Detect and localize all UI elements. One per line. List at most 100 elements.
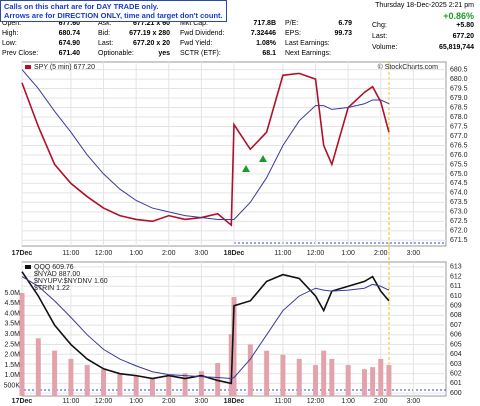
y2-tick-label: 604 [450, 351, 462, 358]
y-tick-label: 674.0 [450, 190, 468, 197]
volume-bar [84, 365, 90, 396]
quote-label: P/E: [285, 20, 299, 27]
legend-label: $NYAD 887.00 [34, 271, 80, 278]
y2-tick-label: 613 [450, 264, 462, 271]
y-tick-label: 4.0M [4, 310, 20, 317]
quote-label: Open: [2, 20, 22, 27]
quote-value: 717.8B [253, 20, 276, 27]
quote-label: Prev Close: [2, 50, 39, 57]
x-tick-label: 1:00 [129, 398, 143, 405]
x-tick-label: 11:00 [274, 250, 291, 257]
volume-bar [182, 373, 188, 396]
x-tick-label: 12:00 [307, 398, 325, 405]
price-line [21, 69, 390, 220]
quote-label: Ask: [98, 20, 112, 27]
y-tick-label: 680.0 [450, 76, 468, 83]
y2-tick-label: 611 [450, 283, 461, 290]
note: Calls on this chart are for DAY TRADE on… [0, 0, 227, 22]
volume-bar [296, 358, 302, 396]
legend-label: $TRIN 1.22 [34, 285, 70, 292]
x-tick-label: 12:00 [307, 250, 325, 257]
y-tick-label: 676.5 [450, 142, 468, 149]
quote-label: High: [2, 30, 19, 37]
quote-value: 680.74 [58, 30, 80, 37]
quote-value: +5.80 [456, 22, 474, 29]
y-tick-label: 678.5 [450, 104, 468, 111]
y-tick-label: 680.5 [450, 66, 468, 73]
y-tick-label: 1.0M [4, 372, 20, 379]
x-tick-label: 11:00 [274, 398, 291, 405]
quote-label: Mkt Cap: [180, 20, 209, 27]
quote-value: 7.32446 [250, 30, 276, 37]
quote-label: Last: [98, 40, 114, 47]
quote-label: EPS: [285, 30, 301, 37]
price-line [21, 72, 390, 227]
arrow [242, 165, 250, 176]
y-tick-label: 1.5M [4, 362, 20, 369]
y-tick-label: 672.0 [450, 228, 468, 235]
quote-value: 671.40 [58, 50, 80, 57]
y2-tick-label: 606 [450, 332, 462, 339]
x-tick-label: 2:00 [162, 250, 176, 257]
legend-label: QQQ 609.76 [34, 264, 74, 271]
volume-bar [133, 375, 139, 396]
quote-label: Bid: [98, 30, 111, 37]
y-tick-label: 5.0M [4, 290, 20, 297]
x-tick-label: 1:00 [341, 250, 355, 257]
quote-label: Volume: [372, 44, 398, 51]
y-tick-label: 673.0 [450, 209, 468, 216]
quote-label: SCTR (ETF): [180, 50, 221, 57]
volume-bar [117, 373, 123, 396]
volume-bar [361, 369, 367, 396]
x-tick-label: 12:00 [95, 250, 113, 257]
quote-label: Last Earnings: [285, 40, 330, 47]
quote-value: yes [158, 50, 170, 57]
datetime: Thursday 18-Dec-2025 2:21 pm [375, 2, 474, 9]
y-tick-label: 500K [4, 383, 21, 390]
volume-bar [101, 369, 107, 396]
legend-label: $NYUPV:$NYDNV 1.60 [34, 278, 108, 285]
quote-label: Next Earnings: [285, 50, 331, 57]
watermark: © StockCharts.com [378, 63, 439, 71]
quote-value: 677.19 x 280 [129, 30, 170, 37]
volume-bar [35, 338, 41, 396]
quote-label: Low: [2, 40, 17, 47]
x-tick-label: 18Dec [224, 250, 245, 257]
y2-tick-label: 608 [450, 312, 462, 319]
quote-label: Fwd Yield: [180, 40, 213, 47]
y2-tick-label: 610 [450, 293, 462, 300]
volume-bar [52, 350, 58, 396]
x-tick-label: 3:00 [407, 398, 421, 405]
x-tick-label: 12:00 [95, 398, 113, 405]
volume-bar [313, 365, 319, 396]
quote-label: Chg: [372, 22, 387, 29]
quote-value: 674.90 [58, 40, 80, 47]
quote-value: 6.79 [338, 20, 352, 27]
volume-bar [370, 367, 376, 396]
x-tick-label: 17Dec [12, 250, 33, 257]
y2-tick-label: 600 [450, 390, 462, 397]
quote-value: 677.20 [452, 33, 474, 40]
price-line [21, 276, 390, 380]
legend-swatch [25, 65, 31, 69]
x-tick-label: 17Dec [12, 398, 33, 405]
y-tick-label: 3.0M [4, 331, 20, 338]
x-tick-label: 1:00 [129, 250, 143, 257]
volume-bar [166, 375, 172, 396]
quote-value: 677.21 x 60 [133, 20, 170, 27]
y-tick-label: 678.0 [450, 114, 468, 121]
volume-bar [247, 344, 253, 396]
x-tick-label: 2:00 [374, 250, 388, 257]
y2-tick-label: 612 [450, 273, 462, 280]
y2-tick-label: 603 [450, 361, 462, 368]
volume-bar [264, 350, 270, 396]
note-line: Arrows are for DIRECTION ONLY, time and … [4, 11, 223, 20]
quote-value: 677.60 [58, 20, 80, 27]
y-tick-label: 672.5 [450, 218, 468, 225]
y-tick-label: 671.5 [450, 237, 468, 244]
quote-value: 68.1 [262, 50, 276, 57]
y-tick-label: 675.5 [450, 161, 468, 168]
y-tick-label: 673.5 [450, 199, 468, 206]
